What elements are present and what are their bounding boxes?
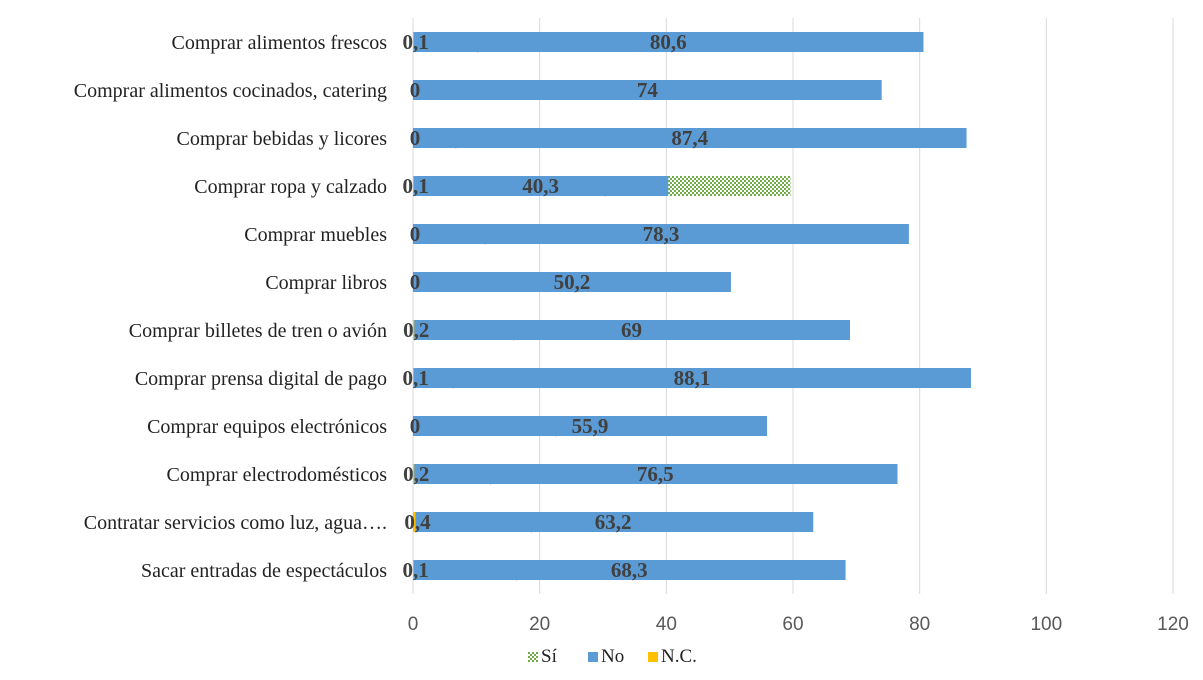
category-label: Sacar entradas de espectáculos: [141, 560, 387, 582]
x-tick-label: 80: [909, 614, 930, 635]
category-label: Comprar libros: [265, 272, 387, 294]
bar-no-12: [413, 560, 846, 580]
category-label: Comprar billetes de tren o avión: [129, 320, 387, 342]
legend-swatch-s: [528, 652, 538, 662]
legend-label-s: Sí: [541, 646, 558, 667]
bar-no-2: [413, 80, 882, 100]
data-label-n-c: 0,1: [403, 30, 429, 54]
value-axis: 0 20 40 60 80 100 120: [408, 614, 1189, 635]
x-tick-label: 0: [408, 614, 419, 635]
data-label-n-c: 0,1: [403, 366, 429, 390]
data-label-no: 69: [621, 318, 642, 342]
bar-no-6: [413, 272, 731, 292]
bar-n-c-4: [413, 176, 414, 196]
bar-no-8: [413, 368, 971, 388]
category-label: Comprar muebles: [244, 224, 387, 246]
data-label-n-c: 0,2: [403, 462, 429, 486]
bar-no-4: [413, 176, 669, 196]
category-label: Contratar servicios como luz, agua….: [84, 512, 387, 534]
legend-swatch-no: [588, 652, 598, 662]
bar-no-3: [413, 128, 967, 148]
x-tick-label: 120: [1157, 614, 1189, 635]
legend-label-n-c: N.C.: [661, 646, 697, 667]
x-tick-label: 20: [529, 614, 550, 635]
data-label-no: 78,3: [643, 222, 680, 246]
bar-no-7: [413, 320, 850, 340]
data-label-no: 88,1: [674, 366, 711, 390]
data-label-n-c: 0: [410, 270, 421, 294]
category-label: Comprar alimentos cocinados, catering: [74, 80, 387, 102]
data-label-n-c: 0,4: [404, 510, 431, 534]
data-label-no: 50,2: [554, 270, 591, 294]
x-tick-label: 40: [656, 614, 677, 635]
legend: Sí No N.C.: [528, 646, 697, 667]
category-label: Comprar prensa digital de pago: [135, 368, 387, 390]
data-label-n-c: 0,2: [403, 318, 429, 342]
data-label-n-c: 0,1: [403, 174, 429, 198]
bars-area: 19,480,60,12674012,587,4059,640,30,121,7…: [403, 30, 971, 582]
bar-no-11: [413, 512, 814, 532]
data-label-no: 76,5: [637, 462, 674, 486]
bar-n-c-12: [413, 560, 414, 580]
data-label-no: 55,9: [572, 414, 609, 438]
category-label: Comprar bebidas y licores: [177, 128, 388, 150]
x-tick-label: 60: [782, 614, 803, 635]
bar-n-c-7: [413, 320, 415, 340]
data-label-no: 74: [637, 78, 659, 102]
bar-no-5: [413, 224, 909, 244]
data-label-n-c: 0: [410, 126, 421, 150]
legend-swatch-n-c: [648, 652, 658, 662]
legend-label-no: No: [601, 646, 624, 667]
x-tick-label: 100: [1030, 614, 1062, 635]
gridlines: [412, 18, 1174, 594]
bar-n-c-11: [413, 512, 416, 532]
bar-n-c-10: [413, 464, 415, 484]
data-label-n-c: 0: [410, 222, 421, 246]
data-label-n-c: 0: [410, 78, 421, 102]
bar-n-c-1: [413, 32, 414, 52]
data-label-no: 68,3: [611, 558, 648, 582]
bar-no-1: [413, 32, 924, 52]
bar-no-9: [413, 416, 768, 436]
category-label: Comprar ropa y calzado: [194, 176, 387, 198]
category-label: Comprar electrodomésticos: [167, 464, 388, 486]
data-label-no: 63,2: [595, 510, 632, 534]
bar-no-10: [413, 464, 898, 484]
bar-n-c-8: [413, 368, 414, 388]
category-axis: Comprar alimentos frescos Comprar aliment…: [74, 32, 387, 582]
category-label: Comprar equipos electrónicos: [147, 416, 387, 438]
data-label-no: 40,3: [522, 174, 559, 198]
category-label: Comprar alimentos frescos: [172, 32, 388, 54]
data-label-n-c: 0: [410, 414, 421, 438]
data-label-n-c: 0,1: [403, 558, 429, 582]
data-label-no: 87,4: [671, 126, 708, 150]
data-label-no: 80,6: [650, 30, 687, 54]
